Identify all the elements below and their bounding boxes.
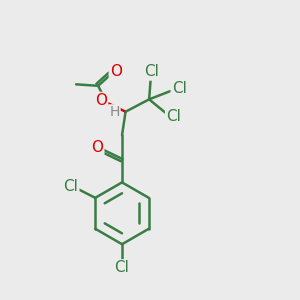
Text: Cl: Cl: [115, 260, 130, 275]
Text: O: O: [95, 93, 107, 108]
Text: Cl: Cl: [172, 81, 187, 96]
Text: O: O: [110, 64, 122, 79]
Text: H: H: [109, 105, 120, 119]
Text: Cl: Cl: [144, 64, 159, 80]
Text: O: O: [91, 140, 103, 154]
Text: Cl: Cl: [63, 178, 78, 194]
Text: Cl: Cl: [166, 109, 181, 124]
